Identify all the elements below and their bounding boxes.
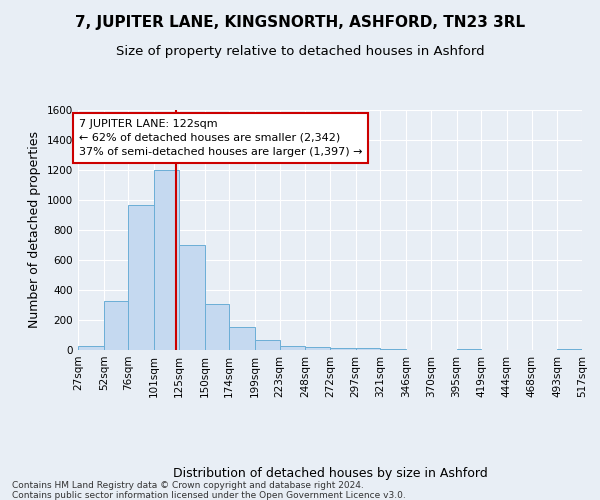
Text: Distribution of detached houses by size in Ashford: Distribution of detached houses by size … [173,467,487,480]
Text: 7 JUPITER LANE: 122sqm
← 62% of detached houses are smaller (2,342)
37% of semi-: 7 JUPITER LANE: 122sqm ← 62% of detached… [79,119,362,157]
Bar [205,304,229,350]
Bar [128,205,154,350]
Bar [78,346,104,350]
Bar [380,348,406,350]
Bar [104,301,128,350]
Y-axis label: Number of detached properties: Number of detached properties [28,132,41,328]
Text: 7, JUPITER LANE, KINGSNORTH, ASHFORD, TN23 3RL: 7, JUPITER LANE, KINGSNORTH, ASHFORD, TN… [75,15,525,30]
Bar [557,348,582,350]
Bar [330,348,356,350]
Text: Contains HM Land Registry data © Crown copyright and database right 2024.
Contai: Contains HM Land Registry data © Crown c… [12,480,406,500]
Bar [255,340,280,350]
Bar [280,346,305,350]
Text: Size of property relative to detached houses in Ashford: Size of property relative to detached ho… [116,45,484,58]
Bar [305,347,330,350]
Bar [179,245,205,350]
Bar [457,348,481,350]
Bar [356,348,380,350]
Bar [154,170,179,350]
Bar [229,327,255,350]
